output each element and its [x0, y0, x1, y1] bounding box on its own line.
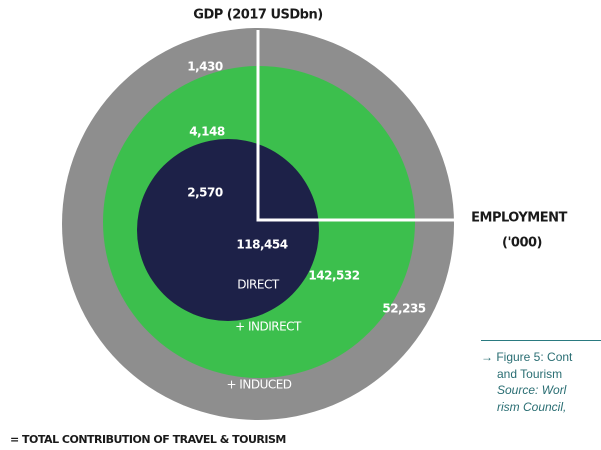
axis-unit: ('000)	[502, 236, 542, 251]
direct-employment: 118,454	[236, 238, 287, 252]
caption-line: rism Council,	[497, 399, 567, 414]
axis-title: EMPLOYMENT	[471, 211, 567, 226]
direct-label: DIRECT	[237, 278, 280, 292]
caption-line: → Figure 5: Cont	[481, 350, 573, 364]
direct-circle	[137, 139, 319, 321]
caption: → Figure 5: Cont and Tourism Source: Wor…	[481, 340, 601, 415]
direct-gdp: 2,570	[187, 186, 223, 200]
indirect-employment: 142,532	[308, 269, 359, 283]
induced-employment: 52,235	[382, 302, 425, 316]
indirect-label: + INDIRECT	[235, 320, 302, 334]
caption-line: Source: Worl	[497, 383, 567, 397]
induced-gdp: 1,430	[187, 60, 223, 74]
title: GDP (2017 USDbn)	[193, 8, 322, 23]
axis-lines	[256, 30, 470, 222]
legend: = TOTAL CONTRIBUTION OF TRAVEL & TOURISM	[10, 433, 286, 446]
caption-line: and Tourism	[497, 366, 563, 381]
indirect-gdp: 4,148	[189, 125, 225, 139]
induced-label: + INDUCED	[226, 378, 291, 392]
